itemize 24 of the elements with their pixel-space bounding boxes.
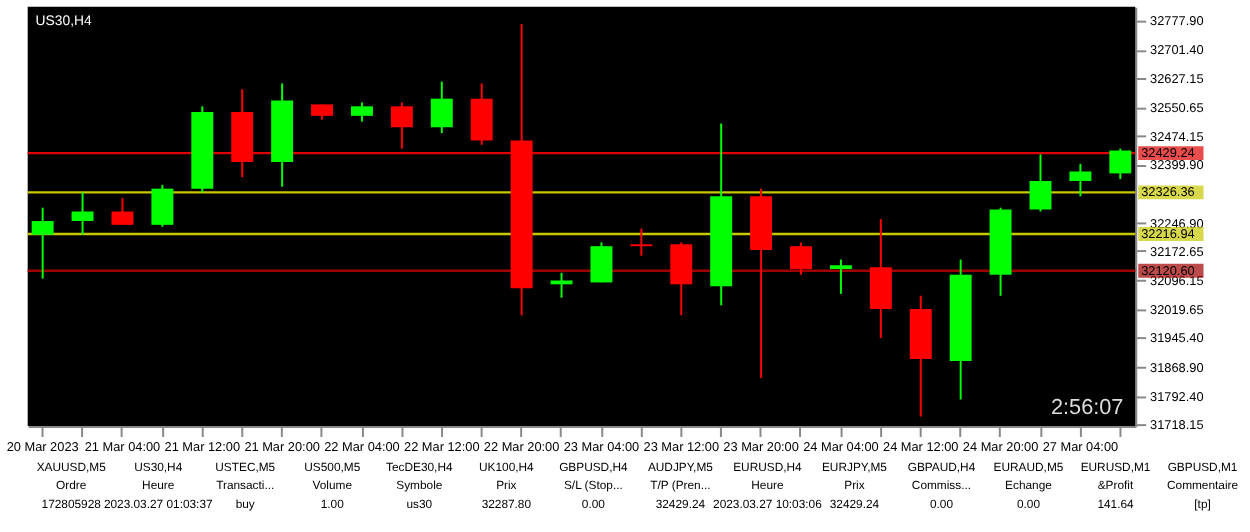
candlestick	[869, 218, 892, 340]
candlestick	[271, 82, 294, 188]
candlestick	[1029, 153, 1052, 213]
candlestick	[710, 122, 733, 307]
annotation: 2:56:07	[1050, 396, 1124, 421]
candlestick	[1069, 162, 1092, 198]
candlestick	[949, 258, 972, 401]
candlestick	[750, 187, 773, 380]
candlestick	[311, 103, 334, 121]
candlestick	[630, 227, 653, 257]
candlestick	[470, 82, 493, 146]
candlestick	[989, 206, 1012, 297]
candlestick	[231, 88, 254, 179]
candlestick	[790, 241, 812, 276]
candlestick	[191, 105, 214, 194]
candlestick	[829, 258, 852, 295]
candlestick	[590, 241, 613, 284]
candlestick	[31, 206, 54, 280]
candlestick	[909, 294, 932, 418]
candlestick	[670, 241, 693, 317]
candlestick	[151, 183, 174, 228]
candlestick	[510, 22, 533, 317]
candlestick	[350, 101, 373, 123]
candlestick	[390, 101, 413, 150]
